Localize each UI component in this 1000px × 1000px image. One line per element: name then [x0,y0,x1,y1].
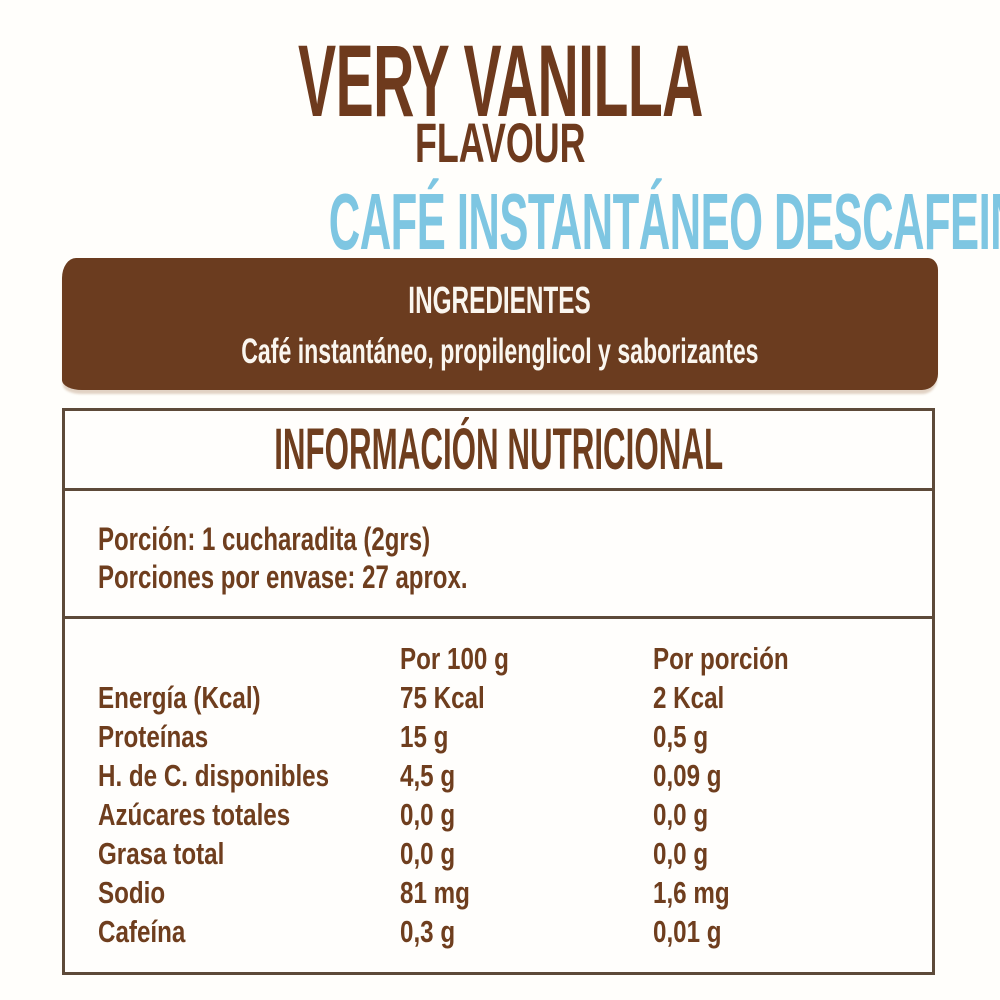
nutrition-heading: INFORMACIÓN NUTRICIONAL [274,416,723,482]
header-product-line: CAFÉ INSTANTÁNEO DESCAFEINADO [0,182,1000,262]
row-per100: 15 g [400,719,449,754]
column-header-per100: Por 100 g [400,641,509,676]
row-portion: 0,01 g [653,914,722,949]
row-per100: 0,0 g [400,797,456,832]
row-portion: 1,6 mg [653,875,730,910]
ingredients-heading-line: INGREDIENTES [62,282,938,320]
flavour-subtitle: FLAVOUR [414,111,586,174]
serving-size-row: Porción: 1 cucharadita (2grs) [98,521,932,559]
servings-per-container: Porciones por envase: 27 aprox. [98,559,468,595]
row-portion: 2 Kcal [653,680,725,715]
row-per100: 81 mg [400,875,470,910]
serving-section: Porción: 1 cucharadita (2grs) Porciones … [65,491,932,619]
header-title-line: VERY VANILLA [0,30,1000,132]
row-per100: 0,0 g [400,836,456,871]
ingredients-text: Café instantáneo, propilenglicol y sabor… [241,332,759,371]
ingredients-text-line: Café instantáneo, propilenglicol y sabor… [62,334,938,369]
row-label: Proteínas [98,719,209,754]
nutrition-values-section: Por 100 g Por porción Energía (Kcal) 75 … [65,619,932,951]
nutrition-table: INFORMACIÓN NUTRICIONAL Porción: 1 cucha… [62,408,935,975]
nutrition-table-header: INFORMACIÓN NUTRICIONAL [65,411,932,491]
serving-size: Porción: 1 cucharadita (2grs) [98,521,431,557]
row-per100: 4,5 g [400,758,456,793]
header-subtitle-line: FLAVOUR [0,115,1000,171]
product-title: VERY VANILLA [297,24,703,138]
row-label: Sodio [98,875,166,910]
row-label: Grasa total [98,836,225,871]
row-label: Cafeína [98,914,186,949]
row-portion: 0,5 g [653,719,709,754]
row-per100: 75 Kcal [400,680,485,715]
row-label: Azúcares totales [98,797,291,832]
ingredients-heading: INGREDIENTES [408,280,592,322]
nutrition-grid: Por 100 g Por porción Energía (Kcal) 75 … [98,639,932,951]
row-label: H. de C. disponibles [98,758,330,793]
row-portion: 0,0 g [653,797,709,832]
product-type: CAFÉ INSTANTÁNEO DESCAFEINADO [328,177,1000,266]
row-portion: 0,09 g [653,758,722,793]
row-label: Energía (Kcal) [98,680,261,715]
servings-per-container-row: Porciones por envase: 27 aprox. [98,559,932,597]
row-portion: 0,0 g [653,836,709,871]
ingredients-banner: INGREDIENTES Café instantáneo, propileng… [62,258,938,390]
row-per100: 0,3 g [400,914,456,949]
column-header-portion: Por porción [653,641,789,676]
